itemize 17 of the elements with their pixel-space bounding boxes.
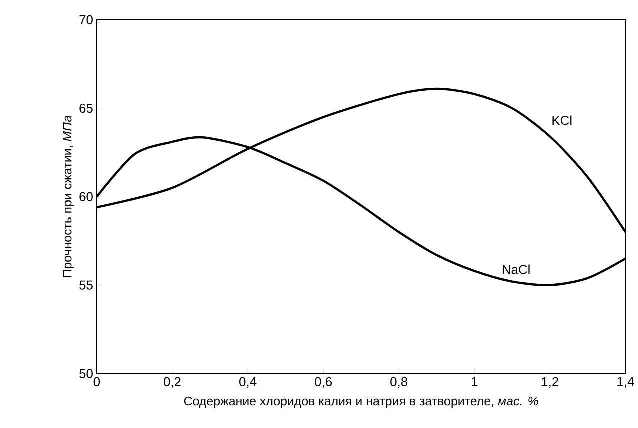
y-axis-title: Прочность при сжатии, МПа xyxy=(63,116,74,278)
x-tick-label: 0 xyxy=(94,377,100,387)
x-tick-label: 0,2 xyxy=(164,377,181,388)
x-tick-label: 1,2 xyxy=(542,377,558,388)
x-tick-label: 0,6 xyxy=(315,377,332,388)
x-tick-label: 0,4 xyxy=(240,377,257,388)
series-label: KCl xyxy=(552,116,572,126)
y-tick-label: 60 xyxy=(80,192,93,202)
x-tick-label: 1,4 xyxy=(618,377,634,388)
y-tick-label: 50 xyxy=(80,369,93,378)
y-tick-label: 55 xyxy=(80,280,93,290)
x-axis-title: Содержание хлоридов калия и натрия в затворителе, мас. % xyxy=(184,396,538,408)
x-tick-label: 0,8 xyxy=(390,377,408,388)
y-tick-label: 65 xyxy=(80,104,93,114)
y-tick-label: 70 xyxy=(80,16,93,25)
x-tick-label: 1 xyxy=(472,377,478,386)
series-label: NaCl xyxy=(502,264,530,274)
